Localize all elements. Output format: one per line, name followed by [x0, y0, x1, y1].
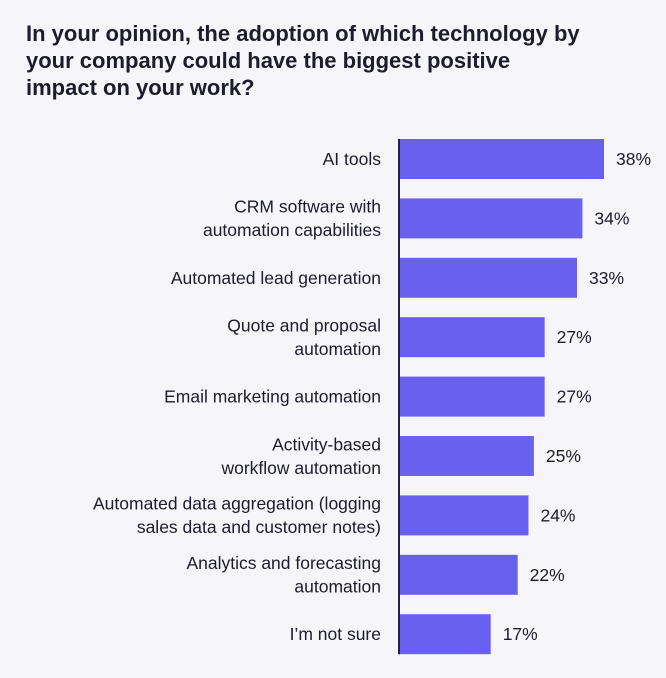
category-label: Automated lead generation — [171, 268, 381, 288]
data-label: 22% — [530, 565, 565, 585]
data-label: 27% — [557, 387, 592, 407]
bar — [399, 139, 604, 179]
category-label-line: automation — [294, 339, 381, 359]
category-label-line: automation — [294, 577, 381, 597]
data-label: 33% — [589, 268, 624, 288]
category-label-line: workflow automation — [220, 458, 381, 478]
bar — [399, 257, 578, 298]
category-label-line: CRM software with — [234, 197, 381, 217]
category-label-line: AI tools — [323, 149, 382, 169]
category-label-line: Quote and proposal — [227, 315, 381, 335]
category-label-line: I’m not sure — [290, 624, 381, 644]
category-label-line: Automated lead generation — [171, 268, 381, 288]
bar — [399, 495, 529, 536]
data-label: 34% — [594, 208, 629, 228]
bar — [399, 554, 518, 595]
category-label-line: Activity-based — [272, 434, 381, 454]
category-label-line: Email marketing automation — [164, 387, 381, 407]
data-label: 17% — [503, 624, 538, 644]
bar — [399, 317, 545, 358]
data-label: 27% — [557, 327, 592, 347]
category-label-line: sales data and customer notes) — [137, 517, 381, 537]
category-label-line: automation capabilities — [203, 220, 381, 240]
data-label: 38% — [616, 149, 651, 169]
category-label-line: Analytics and forecasting — [186, 553, 381, 573]
data-label: 25% — [546, 446, 581, 466]
category-label: Activity-based workflow automation — [220, 434, 381, 478]
category-label: Automated data aggregation (logging sales… — [93, 494, 381, 538]
category-label: I’m not sure — [290, 624, 381, 644]
chart-title: In your opinion, the adoption of which t… — [26, 21, 580, 100]
bar — [399, 614, 491, 655]
category-label-line: Automated data aggregation (logging — [93, 494, 381, 514]
bar — [399, 376, 545, 417]
category-label: AI tools — [323, 149, 382, 169]
category-label: CRM software with automation capabilities — [203, 197, 381, 241]
bar — [399, 198, 583, 239]
category-label: Quote and proposal automation — [227, 315, 381, 359]
bar — [399, 436, 534, 476]
category-label: Email marketing automation — [164, 387, 381, 407]
data-label: 24% — [540, 505, 575, 525]
category-label: Analytics and forecasting automation — [186, 553, 381, 597]
